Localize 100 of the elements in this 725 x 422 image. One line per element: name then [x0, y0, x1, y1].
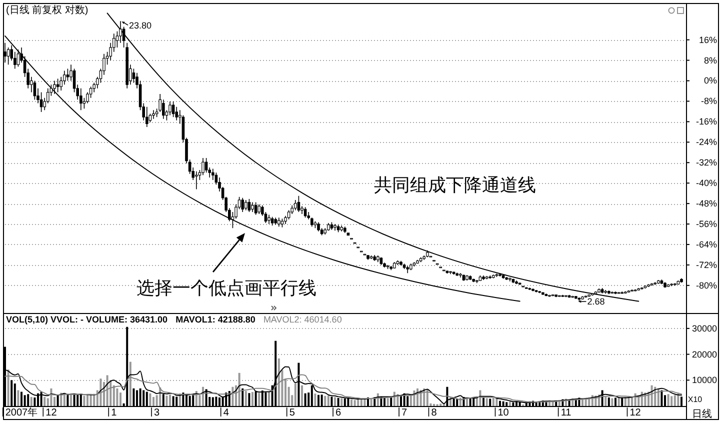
bar — [370, 398, 372, 406]
candlestick — [508, 277, 512, 282]
candlestick — [16, 49, 20, 68]
y-tick-label: 16% — [698, 34, 717, 45]
x-tick-label: 1 — [111, 408, 118, 419]
bar — [324, 396, 326, 406]
annotation: 选择一个低点画平行线 — [136, 278, 316, 299]
bar — [44, 396, 46, 406]
x-tick-label: 5 — [289, 408, 296, 419]
x-tick-label: 12 — [630, 408, 642, 419]
x-tick-label: 2007年 — [5, 406, 38, 419]
candlestick — [294, 200, 297, 211]
bar — [34, 397, 36, 406]
bar — [354, 400, 356, 406]
bar — [10, 380, 13, 406]
bar — [314, 394, 316, 406]
bar — [215, 396, 218, 406]
bar — [628, 397, 630, 406]
bar — [238, 372, 240, 406]
bar — [674, 395, 676, 406]
text: MAVOL2: 46014.60 — [263, 314, 342, 324]
candlestick — [251, 202, 254, 212]
y-tick-label: 8% — [704, 55, 717, 66]
y-tick-label: 0% — [704, 76, 717, 86]
y-tick-label: -56% — [696, 218, 717, 229]
bar — [17, 390, 20, 406]
bar — [340, 398, 343, 406]
bar — [212, 397, 214, 406]
bar — [152, 396, 154, 406]
x-tick-label: 4 — [223, 408, 230, 419]
bar — [232, 386, 234, 406]
bar — [142, 390, 145, 406]
bar — [318, 394, 320, 406]
candlestick — [287, 210, 290, 220]
annotation: 2.68 — [587, 296, 605, 307]
bar — [90, 395, 92, 406]
bar — [486, 398, 488, 406]
bar — [132, 388, 135, 406]
candlestick — [241, 198, 244, 212]
bar — [56, 395, 59, 406]
y-tick-label: 20000 — [692, 349, 717, 360]
bar — [166, 396, 168, 406]
x-tick-label: 8 — [431, 408, 438, 419]
bar — [258, 392, 260, 406]
bar — [252, 392, 254, 406]
bar — [20, 392, 22, 406]
bar — [50, 388, 52, 406]
y-tick-label: -80% — [696, 280, 717, 290]
text: 日线 — [692, 408, 712, 420]
line-series — [4, 374, 682, 403]
y-tick-label: -64% — [696, 239, 717, 250]
bar — [604, 396, 607, 406]
bar — [294, 384, 296, 406]
bar — [242, 388, 244, 406]
bar — [386, 398, 389, 406]
bar — [24, 395, 26, 406]
bar — [268, 392, 270, 406]
x-tick-label: 10 — [498, 408, 510, 419]
chart-title: VOL(5,10) VVOL: - VOLUME: 36431.00 — [6, 314, 168, 324]
y-tick-label: -40% — [696, 178, 717, 188]
y-tick-label: 10000 — [692, 375, 717, 386]
candlestick — [202, 158, 204, 176]
candlestick — [152, 110, 155, 120]
bar — [120, 392, 122, 406]
bar — [7, 370, 10, 406]
y-tick-label: -72% — [696, 260, 717, 270]
bar — [350, 400, 352, 406]
y-tick-label: -24% — [696, 137, 717, 148]
bar — [70, 394, 72, 406]
x-tick-label: 11 — [560, 408, 572, 419]
candlestick — [172, 101, 175, 118]
candlestick — [297, 195, 300, 212]
bar — [677, 394, 680, 406]
bar — [489, 398, 492, 406]
annotation: 共同组成下降通道线 — [374, 175, 536, 196]
candlestick — [268, 214, 270, 224]
x-tick-label: 7 — [402, 408, 408, 419]
bar — [139, 388, 142, 406]
candlestick — [258, 204, 260, 214]
candlestick — [212, 168, 214, 180]
chart-title: (日线 前复权 对数) — [6, 4, 88, 16]
bar — [100, 378, 102, 406]
bar — [27, 394, 30, 406]
bar — [169, 394, 171, 406]
bar — [14, 384, 16, 406]
bar — [248, 393, 250, 406]
bar — [83, 396, 86, 406]
candlestick — [146, 106, 148, 128]
bar — [244, 391, 247, 406]
bar — [608, 397, 610, 406]
candlestick — [80, 88, 82, 111]
candlestick — [248, 198, 251, 212]
bar — [76, 394, 79, 406]
bar — [611, 398, 614, 406]
bar — [492, 398, 494, 406]
candlestick — [119, 20, 122, 44]
bar — [304, 393, 306, 406]
candlestick — [317, 222, 320, 232]
bar — [129, 362, 132, 406]
y-tick-label: -48% — [696, 198, 717, 209]
